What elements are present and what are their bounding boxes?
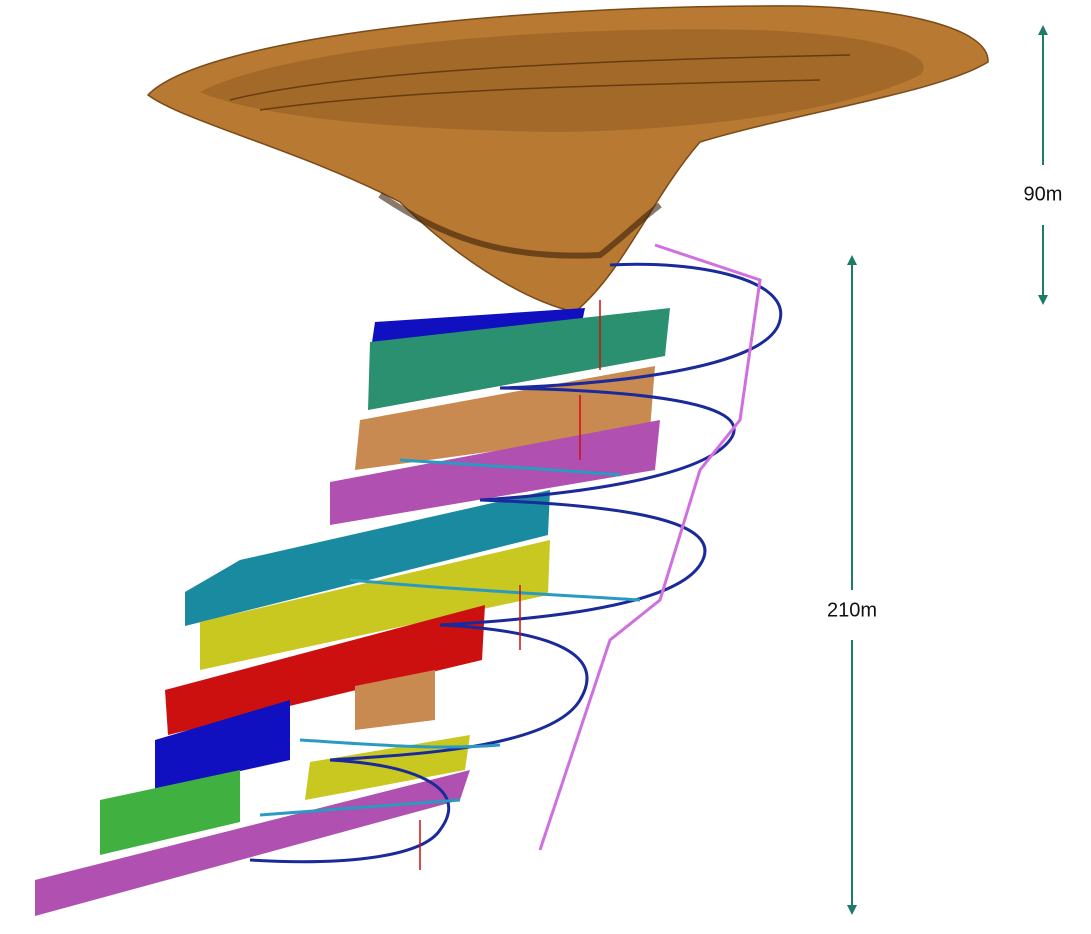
ramps — [249, 243, 783, 870]
dimension-90: 90m — [1024, 25, 1063, 305]
dimension-label: 210m — [827, 599, 877, 621]
dimension-label: 90m — [1024, 183, 1063, 205]
open-pit — [146, 5, 989, 313]
dimension-210: 210m — [827, 255, 877, 915]
